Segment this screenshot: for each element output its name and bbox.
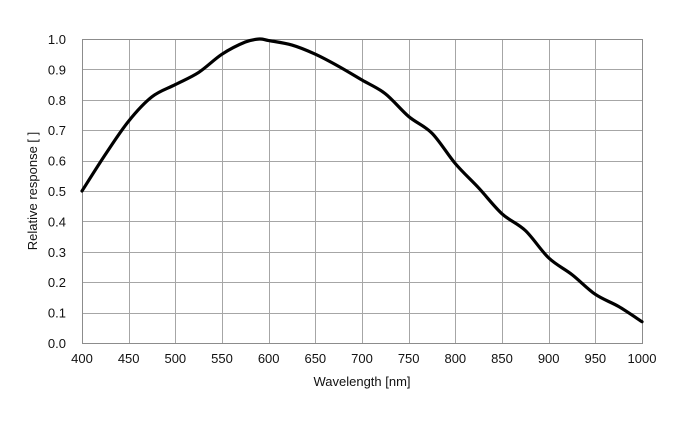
- y-axis-title: Relative response [ ]: [25, 132, 40, 251]
- response-curve-line: [80, 37, 644, 324]
- x-tick-label: 450: [118, 351, 140, 366]
- x-tick-label: 1000: [628, 351, 657, 366]
- y-tick-label: 0.3: [48, 245, 66, 260]
- x-tick-label: 600: [258, 351, 280, 366]
- series-layer: [80, 37, 644, 324]
- y-tick-label: 0.9: [48, 62, 66, 77]
- y-tick-label: 0.1: [48, 306, 66, 321]
- y-axis-ticks: 0.0 0.1 0.2 0.3 0.4 0.5 0.6 0.7 0.8 0.9 1.0: [48, 32, 66, 351]
- x-tick-label: 850: [491, 351, 513, 366]
- x-tick-label: 800: [444, 351, 466, 366]
- y-tick-label: 0.0: [48, 336, 66, 351]
- x-tick-label: 750: [398, 351, 420, 366]
- y-tick-label: 0.7: [48, 123, 66, 138]
- y-tick-label: 0.5: [48, 184, 66, 199]
- x-tick-label: 500: [164, 351, 186, 366]
- y-tick-label: 0.2: [48, 275, 66, 290]
- y-tick-label: 0.4: [48, 214, 66, 229]
- x-tick-label: 550: [211, 351, 233, 366]
- x-tick-label: 900: [538, 351, 560, 366]
- grid: [82, 39, 643, 344]
- y-tick-label: 0.8: [48, 93, 66, 108]
- x-axis-title: Wavelength [nm]: [313, 374, 410, 389]
- x-tick-label: 400: [71, 351, 93, 366]
- x-tick-label: 700: [351, 351, 373, 366]
- y-tick-label: 0.6: [48, 154, 66, 169]
- x-axis-ticks: 400 450 500 550 600 650 700 750 800 850 900 950 1000: [71, 351, 656, 366]
- y-tick-label: 1.0: [48, 32, 66, 47]
- x-tick-label: 650: [304, 351, 326, 366]
- x-tick-label: 950: [584, 351, 606, 366]
